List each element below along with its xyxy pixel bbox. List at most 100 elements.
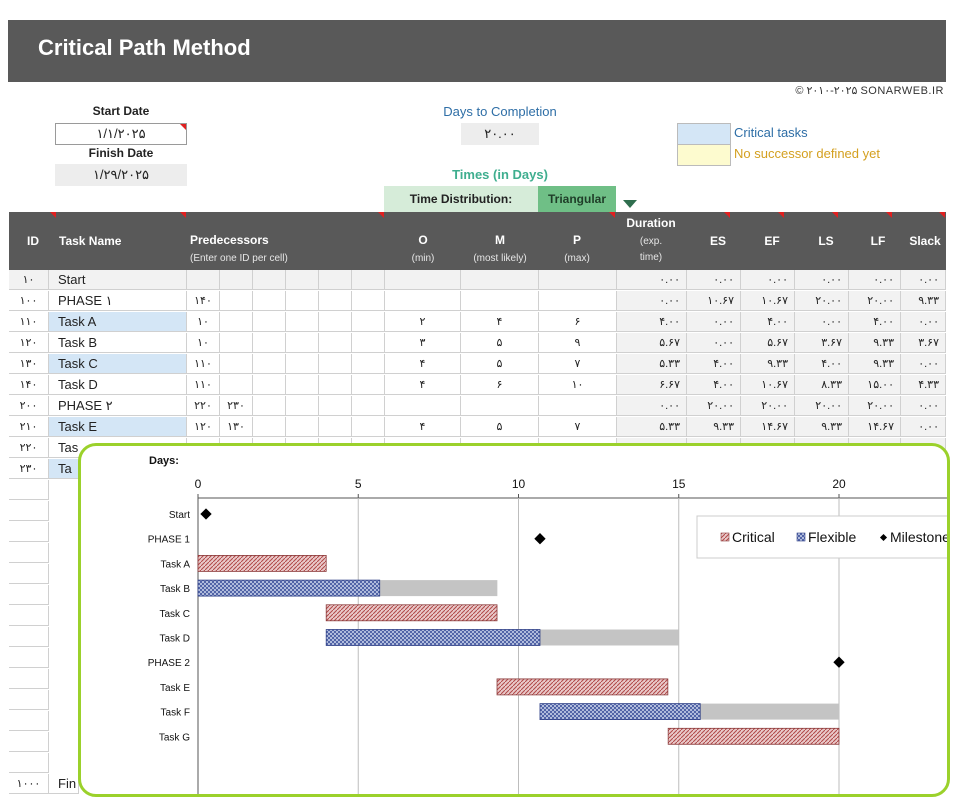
cell-o[interactable] — [385, 270, 461, 290]
cell-empty[interactable] — [286, 375, 319, 395]
cell-empty[interactable] — [9, 606, 49, 626]
cell-empty[interactable] — [253, 354, 286, 374]
gantt-chart[interactable]: 0 5 10 15 20 Start PHASE 1 Task A Task B Task C Ta… — [78, 443, 950, 797]
cell-p2[interactable] — [220, 270, 253, 290]
cell-empty[interactable] — [9, 711, 49, 731]
cell-empty[interactable] — [286, 270, 319, 290]
cell-p1[interactable]: ۱۰ — [187, 312, 220, 332]
row-task-name[interactable]: Fin — [49, 774, 79, 794]
cell-name[interactable]: Task A — [49, 312, 187, 332]
cell-p1[interactable] — [187, 270, 220, 290]
cell-p[interactable]: ۱۰ — [539, 375, 617, 395]
row-id[interactable]: ۱۰۰۰ — [9, 774, 49, 794]
cell-p2[interactable] — [220, 333, 253, 353]
cell-id[interactable]: ۲۳۰ — [9, 459, 49, 479]
cell-p1[interactable]: ۱۱۰ — [187, 375, 220, 395]
cell-m[interactable]: ۵ — [461, 417, 539, 437]
cell-m[interactable] — [461, 396, 539, 416]
cell-id[interactable]: ۲۲۰ — [9, 438, 49, 458]
cell-empty[interactable] — [253, 333, 286, 353]
cell-o[interactable]: ۴ — [385, 354, 461, 374]
cell-name[interactable]: Start — [49, 270, 187, 290]
cell-empty[interactable] — [352, 270, 385, 290]
cell-empty[interactable] — [253, 417, 286, 437]
cell-name[interactable]: PHASE ۲ — [49, 396, 187, 416]
cell-empty[interactable] — [352, 291, 385, 311]
cell-empty[interactable] — [319, 354, 352, 374]
start-date-input[interactable]: ۱/۱/۲۰۲۵ — [55, 123, 187, 145]
cell-empty[interactable] — [9, 501, 49, 521]
cell-id[interactable]: ۱۰ — [9, 270, 49, 290]
cell-empty[interactable] — [253, 270, 286, 290]
cell-empty[interactable] — [319, 291, 352, 311]
cell-p2[interactable] — [220, 354, 253, 374]
cell-name[interactable]: Task E — [49, 417, 187, 437]
cell-p[interactable] — [539, 396, 617, 416]
cell-empty[interactable] — [286, 354, 319, 374]
cell-p1[interactable]: ۱۴۰ — [187, 291, 220, 311]
cell-o[interactable]: ۲ — [385, 312, 461, 332]
cell-p[interactable]: ۶ — [539, 312, 617, 332]
cell-p[interactable] — [539, 291, 617, 311]
cell-p2[interactable]: ۱۳۰ — [220, 417, 253, 437]
cell-id[interactable]: ۲۱۰ — [9, 417, 49, 437]
cell-p1[interactable]: ۲۲۰ — [187, 396, 220, 416]
cell-name[interactable]: PHASE ۱ — [49, 291, 187, 311]
cell-p2[interactable] — [220, 291, 253, 311]
cell-empty[interactable] — [9, 480, 49, 500]
cell-o[interactable]: ۴ — [385, 417, 461, 437]
cell-m[interactable]: ۴ — [461, 312, 539, 332]
cell-empty[interactable] — [319, 417, 352, 437]
cell-empty[interactable] — [319, 270, 352, 290]
cell-p2[interactable] — [220, 375, 253, 395]
cell-empty[interactable] — [352, 312, 385, 332]
cell-name[interactable]: Task C — [49, 354, 187, 374]
cell-empty[interactable] — [9, 564, 49, 584]
cell-p[interactable]: ۹ — [539, 333, 617, 353]
time-distribution-select[interactable]: Triangular — [538, 186, 616, 213]
cell-p1[interactable]: ۱۱۰ — [187, 354, 220, 374]
cell-empty[interactable] — [286, 417, 319, 437]
cell-empty[interactable] — [9, 648, 49, 668]
cell-o[interactable] — [385, 291, 461, 311]
cell-empty[interactable] — [319, 375, 352, 395]
cell-empty[interactable] — [253, 312, 286, 332]
cell-o[interactable]: ۴ — [385, 375, 461, 395]
cell-empty[interactable] — [253, 396, 286, 416]
cell-m[interactable] — [461, 270, 539, 290]
cell-empty[interactable] — [253, 375, 286, 395]
cell-p[interactable]: ۷ — [539, 417, 617, 437]
cell-empty[interactable] — [9, 543, 49, 563]
cell-empty[interactable] — [352, 354, 385, 374]
cell-o[interactable]: ۳ — [385, 333, 461, 353]
cell-id[interactable]: ۱۲۰ — [9, 333, 49, 353]
dropdown-arrow-icon[interactable] — [623, 200, 637, 208]
cell-empty[interactable] — [352, 333, 385, 353]
cell-empty[interactable] — [286, 291, 319, 311]
cell-empty[interactable] — [9, 732, 49, 752]
cell-empty[interactable] — [319, 396, 352, 416]
cell-empty[interactable] — [286, 312, 319, 332]
cell-id[interactable]: ۲۰۰ — [9, 396, 49, 416]
cell-empty[interactable] — [9, 669, 49, 689]
cell-empty[interactable] — [9, 690, 49, 710]
cell-empty[interactable] — [352, 375, 385, 395]
cell-p1[interactable]: ۱۲۰ — [187, 417, 220, 437]
cell-m[interactable]: ۵ — [461, 354, 539, 374]
cell-empty[interactable] — [319, 312, 352, 332]
cell-id[interactable]: ۱۳۰ — [9, 354, 49, 374]
cell-empty[interactable] — [319, 333, 352, 353]
cell-p[interactable] — [539, 270, 617, 290]
cell-m[interactable]: ۶ — [461, 375, 539, 395]
cell-empty[interactable] — [9, 753, 49, 773]
cell-empty[interactable] — [253, 291, 286, 311]
cell-name[interactable]: Task B — [49, 333, 187, 353]
cell-empty[interactable] — [286, 396, 319, 416]
cell-m[interactable] — [461, 291, 539, 311]
cell-empty[interactable] — [9, 585, 49, 605]
cell-empty[interactable] — [286, 333, 319, 353]
cell-name[interactable]: Task D — [49, 375, 187, 395]
cell-p2[interactable]: ۲۳۰ — [220, 396, 253, 416]
cell-empty[interactable] — [352, 396, 385, 416]
cell-id[interactable]: ۱۰۰ — [9, 291, 49, 311]
